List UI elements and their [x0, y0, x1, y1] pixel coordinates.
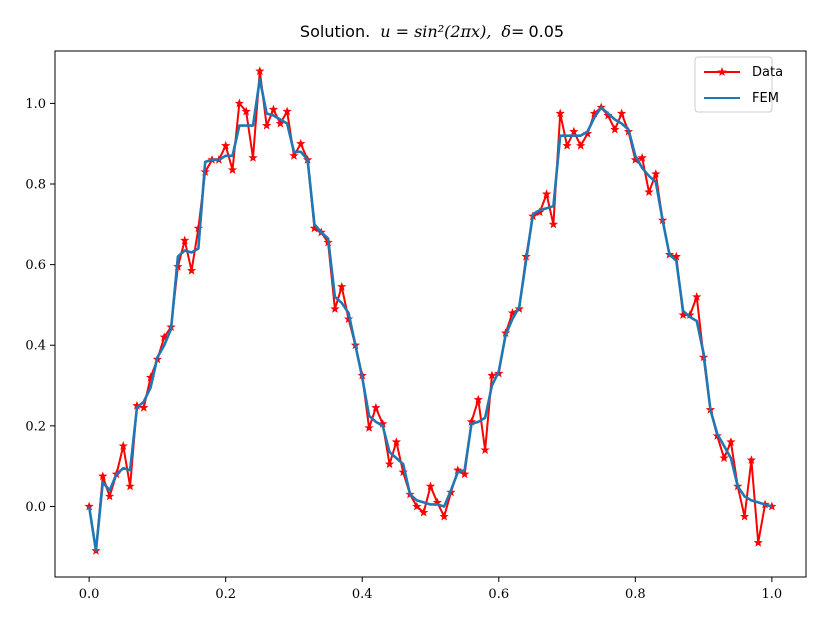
legend-marker-data — [717, 67, 727, 76]
data-point — [289, 150, 299, 160]
x-tick-label: 0.4 — [352, 587, 373, 602]
data-point — [651, 169, 661, 178]
title-delta-value: 0.05 — [528, 22, 564, 41]
data-point — [391, 437, 401, 446]
data-point — [221, 140, 231, 150]
data-point — [569, 126, 579, 136]
y-tick-label: 0.6 — [25, 258, 46, 273]
data-point — [719, 453, 729, 463]
axes-frame — [54, 50, 807, 578]
data-point — [541, 189, 552, 199]
data-point — [268, 104, 279, 114]
x-tick-label: 0.0 — [79, 587, 100, 602]
chart-title: Solution. u = sin²(2πx), δ= 0.05 — [300, 22, 564, 41]
data-point — [98, 471, 108, 481]
legend-label-data: Data — [752, 65, 783, 80]
data-point — [255, 66, 265, 76]
legend: Data FEM — [694, 56, 783, 113]
data-point — [419, 507, 429, 517]
data-point — [548, 219, 559, 229]
data-point — [398, 467, 408, 477]
data-point — [425, 481, 436, 491]
title-delta: δ= — [501, 22, 524, 41]
title-prefix: Solution. — [300, 22, 370, 41]
data-point — [746, 455, 756, 465]
data-point — [692, 292, 702, 301]
data-point — [644, 187, 654, 196]
data-point — [371, 402, 381, 412]
data-point — [412, 501, 422, 511]
data-point — [610, 124, 620, 134]
data-point — [576, 140, 586, 150]
data-point — [487, 370, 497, 380]
data-point — [125, 481, 135, 491]
x-tick-label: 0.8 — [625, 587, 646, 602]
data-point — [562, 140, 572, 150]
data-point — [460, 469, 470, 479]
plot-area — [84, 66, 777, 555]
data-point — [118, 441, 128, 450]
data-point — [296, 138, 306, 148]
data-point — [337, 281, 347, 291]
x-tick-label: 0.6 — [488, 587, 509, 602]
y-tick-label: 0.4 — [25, 339, 46, 354]
data-point — [473, 394, 483, 404]
x-tick-label: 1.0 — [762, 587, 783, 602]
data-point — [282, 106, 292, 116]
data-point — [637, 152, 647, 162]
series-markers-data — [84, 66, 777, 555]
data-point — [241, 106, 251, 116]
data-point — [739, 511, 750, 521]
title-equation: u = sin²(2πx), — [380, 22, 491, 41]
data-point — [617, 108, 627, 118]
y-tick-label: 0.0 — [25, 500, 46, 515]
data-point — [105, 491, 115, 501]
axes: 0.0 0.2 0.4 0.6 0.8 1.0 0.0 0.2 0.4 0.6 0.8 1.0 — [25, 50, 807, 602]
data-point — [139, 402, 149, 412]
data-point — [439, 511, 449, 521]
data-point — [480, 445, 490, 454]
y-tick-label: 0.2 — [25, 419, 46, 434]
series-line-data — [88, 70, 773, 552]
data-point — [234, 98, 244, 108]
data-point — [262, 120, 272, 130]
series-line-fem — [87, 77, 773, 553]
legend-label-fem: FEM — [752, 91, 779, 106]
data-point — [186, 265, 197, 275]
data-point — [726, 437, 736, 446]
data-point — [555, 108, 565, 118]
data-point — [671, 251, 681, 261]
data-point — [248, 152, 258, 162]
data-point — [384, 459, 395, 469]
data-point — [330, 304, 340, 313]
data-point — [227, 165, 238, 174]
data-point — [180, 235, 190, 245]
data-point — [364, 423, 374, 432]
y-tick-label: 1.0 — [25, 97, 46, 112]
x-tick-label: 0.2 — [215, 587, 236, 602]
data-point — [753, 537, 763, 547]
y-tick-label: 0.8 — [25, 178, 46, 193]
